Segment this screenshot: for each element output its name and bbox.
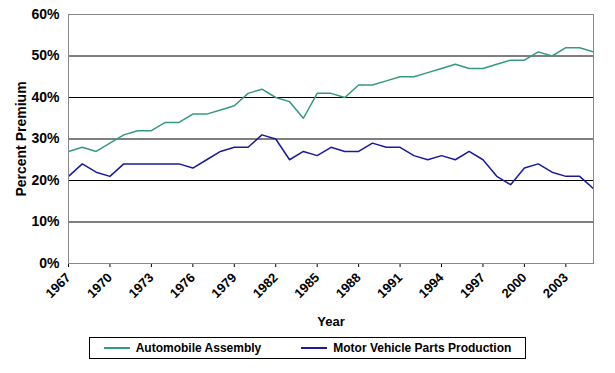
svg-text:2000: 2000 bbox=[498, 270, 529, 301]
svg-text:0%: 0% bbox=[39, 255, 60, 271]
svg-text:10%: 10% bbox=[31, 213, 60, 229]
svg-text:1979: 1979 bbox=[208, 270, 239, 301]
svg-text:1973: 1973 bbox=[125, 270, 156, 301]
svg-text:1976: 1976 bbox=[167, 270, 198, 301]
svg-text:Year: Year bbox=[317, 314, 344, 329]
html-text:Automobile Assembly: Automobile Assembly bbox=[135, 341, 262, 355]
svg-text:60%: 60% bbox=[31, 6, 60, 22]
svg-text:50%: 50% bbox=[31, 47, 60, 63]
svg-text:1967: 1967 bbox=[43, 270, 74, 301]
svg-text:1994: 1994 bbox=[416, 269, 448, 301]
svg-text:1985: 1985 bbox=[291, 270, 322, 301]
svg-text:40%: 40% bbox=[31, 89, 60, 105]
svg-text:2003: 2003 bbox=[540, 270, 571, 301]
svg-text:30%: 30% bbox=[31, 130, 60, 146]
svg-text:1970: 1970 bbox=[84, 270, 115, 301]
svg-text:Percent Premium: Percent Premium bbox=[13, 81, 29, 196]
svg-text:1997: 1997 bbox=[457, 270, 488, 301]
svg-text:1991: 1991 bbox=[374, 270, 405, 301]
svg-text:1982: 1982 bbox=[250, 270, 281, 301]
html-text:Motor Vehicle Parts Production: Motor Vehicle Parts Production bbox=[333, 341, 512, 355]
svg-text:20%: 20% bbox=[31, 172, 60, 188]
svg-text:1988: 1988 bbox=[333, 270, 364, 301]
